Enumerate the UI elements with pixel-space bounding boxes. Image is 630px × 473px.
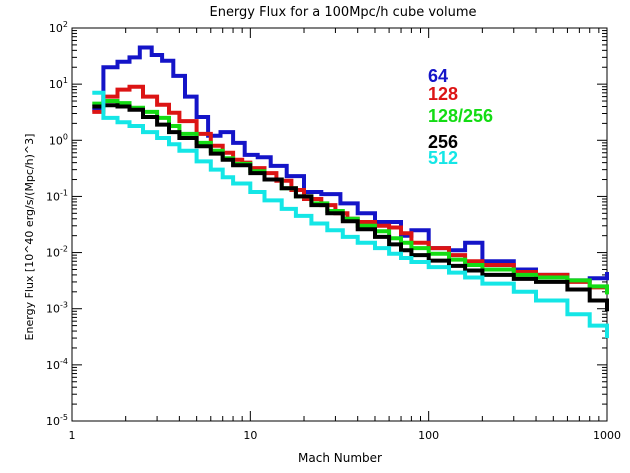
y-tick-label: 10-1 [46,188,68,203]
series-line-5 [92,90,609,339]
legend-entry-3: 128/256 [428,106,493,126]
x-tick-label: 100 [418,429,439,442]
x-tick-label: 1000 [593,429,621,442]
legend-entry-2: 128 [428,84,458,104]
series-line-1 [92,45,609,283]
legend-entry-4: 256 [428,132,458,152]
y-tick-label: 10-4 [46,357,68,372]
plot-frame [71,27,608,422]
series-line-2 [92,84,609,292]
axes-layer: 1 10 100 1000 10-5 10-4 10-3 10-2 10-1 100 101 102 [46,20,621,442]
y-tick-label: 10-2 [46,245,68,260]
legend-entry-5: 512 [428,148,458,168]
series-layer [92,45,609,339]
x-tick-label: 10 [243,429,257,442]
x-axis-label: Mach Number [298,451,382,465]
y-tick-label: 102 [49,20,68,35]
chart-title: Energy Flux for a 100Mpc/h cube volume [209,5,476,20]
legend-entry-1: 64 [428,66,448,86]
series-line-4 [92,103,609,312]
y-tick-label: 100 [49,132,68,147]
y-tick-label: 10-3 [46,301,68,316]
x-tick-label: 1 [69,429,76,442]
y-axis-label: Energy Flux [10^40 erg/s/(Mpc/h)^3] [23,134,36,341]
y-tick-label: 10-5 [46,413,68,428]
y-tick-label: 101 [49,76,68,91]
